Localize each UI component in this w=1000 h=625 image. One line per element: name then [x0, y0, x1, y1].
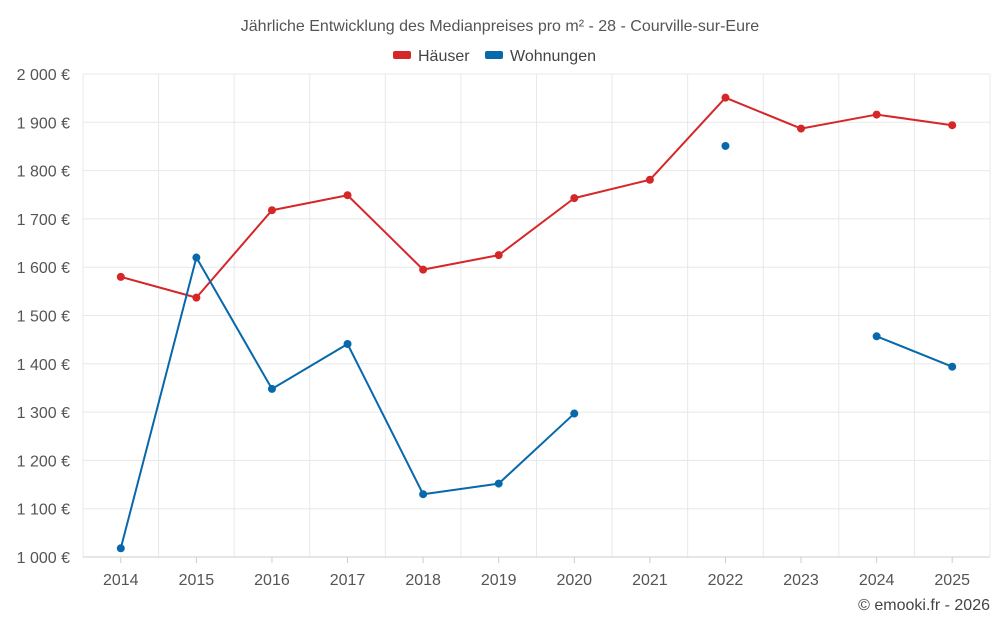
- haeuser-point: [494, 251, 503, 260]
- x-tick-label: 2025: [934, 572, 970, 589]
- y-tick-label: 1 100 €: [17, 502, 70, 519]
- x-tick-label: 2015: [179, 572, 215, 589]
- haeuser-point: [343, 191, 352, 200]
- legend-item-haeuser[interactable]: Häuser: [393, 48, 470, 65]
- wohnungen-point: [343, 339, 352, 348]
- y-tick-label: 1 000 €: [17, 550, 70, 567]
- x-tick-label: 2021: [632, 572, 668, 589]
- haeuser-point: [645, 175, 654, 184]
- haeuser-point: [116, 272, 125, 281]
- y-tick-label: 1 200 €: [17, 453, 70, 470]
- y-tick-label: 1 500 €: [17, 309, 70, 326]
- haeuser-point: [948, 121, 957, 130]
- wohnungen-point: [419, 490, 428, 499]
- y-tick-label: 1 400 €: [17, 357, 70, 374]
- wohnungen-point: [192, 253, 201, 262]
- x-tick-label: 2022: [708, 572, 744, 589]
- plot-area: [116, 93, 957, 553]
- haeuser-point: [570, 194, 579, 203]
- y-tick-label: 2 000 €: [17, 67, 70, 84]
- x-tick-label: 2024: [859, 572, 895, 589]
- y-tick-label: 1 900 €: [17, 115, 70, 132]
- y-axis: 1 000 € 1 100 € 1 200 € 1 300 € 1 400 € 1 500…: [17, 67, 70, 567]
- legend-swatch: [485, 51, 503, 59]
- y-tick-label: 1 700 €: [17, 212, 70, 229]
- x-tick-label: 2016: [254, 572, 290, 589]
- legend-label: Häuser: [418, 48, 470, 65]
- y-tick-label: 1 800 €: [17, 164, 70, 181]
- legend-label: Wohnungen: [510, 48, 596, 65]
- y-tick-label: 1 300 €: [17, 405, 70, 422]
- x-tick-label: 2019: [481, 572, 517, 589]
- series-line-haeuser: [120, 96, 953, 299]
- haeuser-point: [267, 206, 276, 215]
- wohnungen-point: [570, 409, 579, 418]
- wohnungen-point: [948, 362, 957, 371]
- x-axis: 2014 2015 2016 2017 2018 2019 2020 2021 2022 2023…: [83, 556, 990, 589]
- wohnungen-point: [721, 141, 730, 150]
- legend: Häuser Wohnungen: [393, 48, 596, 65]
- grid: [82, 73, 991, 558]
- haeuser-point: [721, 93, 730, 102]
- chart-title: Jährliche Entwicklung des Medianpreises …: [241, 18, 760, 35]
- haeuser-point: [192, 293, 201, 302]
- y-tick-label: 1 600 €: [17, 260, 70, 277]
- wohnungen-point: [872, 332, 881, 341]
- wohnungen-point: [116, 544, 125, 553]
- wohnungen-point: [267, 384, 276, 393]
- haeuser-point: [797, 124, 806, 133]
- haeuser-point: [872, 110, 881, 119]
- x-tick-label: 2017: [330, 572, 366, 589]
- haeuser-point: [419, 265, 428, 274]
- x-tick-label: 2014: [103, 572, 139, 589]
- wohnungen-point: [494, 479, 503, 488]
- legend-item-wohnungen[interactable]: Wohnungen: [485, 48, 596, 65]
- x-tick-label: 2018: [405, 572, 441, 589]
- credit-text: © emooki.fr - 2026: [858, 597, 990, 614]
- x-tick-label: 2020: [556, 572, 592, 589]
- x-tick-label: 2023: [783, 572, 819, 589]
- legend-swatch: [393, 51, 411, 59]
